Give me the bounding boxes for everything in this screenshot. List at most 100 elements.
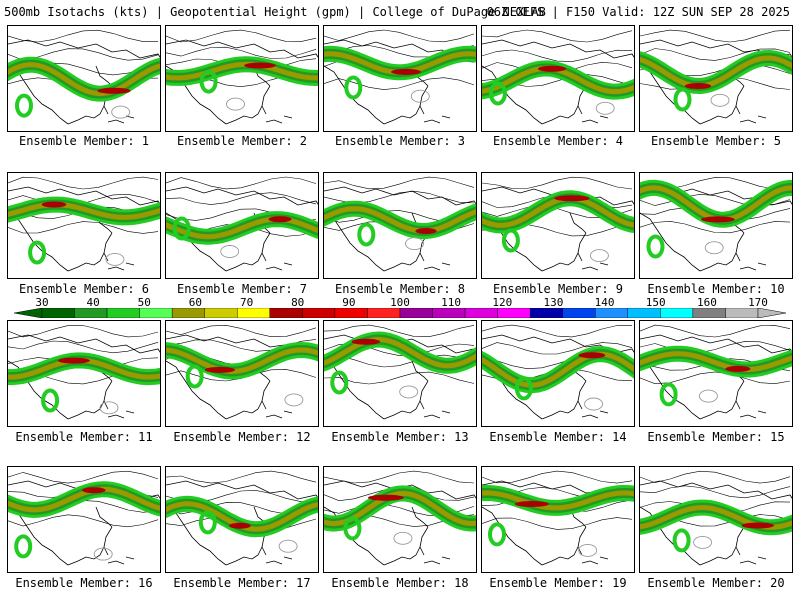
- colorbar-tick-label: 80: [291, 296, 305, 309]
- jet-max-core: [391, 68, 421, 75]
- member-caption: Ensemble Member: 14: [489, 430, 627, 444]
- gray-contour: [405, 237, 424, 251]
- colorbar-swatch: [367, 308, 401, 318]
- gray-contour: [410, 89, 430, 103]
- colorbar-swatch: [171, 308, 205, 318]
- coastline: [482, 480, 634, 566]
- member-caption: Ensemble Member: 10: [647, 282, 785, 296]
- gray-contour: [93, 547, 113, 561]
- ensemble-member-panel: [165, 172, 319, 279]
- height-contour: [482, 470, 633, 484]
- member-caption: Ensemble Member: 15: [647, 430, 785, 444]
- coastline: [324, 480, 476, 566]
- gray-contour: [393, 531, 413, 545]
- jet-max-core: [41, 201, 67, 208]
- colorbar-tick-label: 40: [86, 296, 100, 309]
- product-title: 500mb Isotachs (kts) | Geopotential Heig…: [4, 5, 546, 19]
- isotach-band: [172, 216, 191, 241]
- ensemble-member-panel: [481, 320, 635, 427]
- colorbar-tick-label: 140: [594, 296, 615, 309]
- coastline: [8, 186, 160, 272]
- colorbar-swatch: [562, 308, 596, 318]
- isotach-band: [199, 69, 218, 94]
- coastline: [8, 334, 160, 420]
- gray-contour: [584, 397, 604, 411]
- isotach-band: [324, 337, 476, 369]
- isotach-band: [324, 206, 476, 234]
- jet-max-core: [229, 522, 251, 529]
- isotach-band: [8, 62, 160, 97]
- map-panel: [482, 470, 634, 566]
- isotach-band: [344, 75, 363, 100]
- jet-max-core: [82, 487, 106, 494]
- isotach-band: [198, 510, 217, 535]
- gray-contour: [399, 385, 419, 399]
- isotach-band: [28, 240, 47, 265]
- colorbar-swatch: [595, 308, 628, 318]
- isotach-band: [185, 364, 204, 389]
- height-contour: [8, 325, 159, 338]
- ensemble-member-panel: [165, 466, 319, 573]
- coastline: [640, 39, 792, 125]
- member-caption: Ensemble Member: 8: [334, 282, 466, 296]
- member-caption: Ensemble Member: 6: [18, 282, 150, 296]
- map-panel: [166, 470, 318, 566]
- map-panel: [8, 176, 160, 272]
- member-caption: Ensemble Member: 3: [334, 134, 466, 148]
- map-panel: [8, 470, 160, 566]
- gray-contour: [589, 249, 609, 263]
- ensemble-member-panel: [481, 466, 635, 573]
- height-contour: [324, 190, 475, 204]
- gray-contour: [595, 101, 615, 115]
- map-panel: [324, 29, 476, 125]
- ensemble-member-panel: [165, 25, 319, 132]
- isotach-band: [357, 222, 376, 247]
- height-contour: [8, 340, 159, 354]
- ensemble-member-panel: [481, 25, 635, 132]
- jet-max-core: [97, 87, 131, 94]
- colorbar-swatch: [660, 308, 694, 318]
- colorbar-tick-label: 30: [35, 296, 49, 309]
- jet-max-core: [351, 338, 381, 345]
- run-info: 06Z GEFS | F150 Valid: 12Z SUN SEP 28 20…: [486, 5, 790, 19]
- isotach-band: [659, 382, 678, 407]
- colorbar-labels: 30 40 50 60 70 80 90 100 110 120 130 140 150 160 170: [0, 297, 800, 309]
- height-contour: [8, 221, 159, 234]
- height-contour: [8, 29, 159, 43]
- colorbar-swatch: [41, 308, 75, 318]
- height-contour: [324, 176, 475, 190]
- map-panel: [482, 324, 634, 420]
- jet-max-core: [725, 365, 751, 372]
- gray-contour: [704, 241, 724, 255]
- height-contour: [482, 176, 633, 190]
- gray-contour: [220, 245, 240, 258]
- member-caption: Ensemble Member: 17: [173, 576, 311, 590]
- map-panel: [640, 324, 792, 420]
- member-caption: Ensemble Member: 1: [18, 134, 150, 148]
- colorbar-swatch: [74, 308, 108, 318]
- height-contour: [640, 29, 791, 43]
- height-contour: [324, 470, 475, 484]
- ensemble-member-panel: [323, 172, 477, 279]
- member-caption: Ensemble Member: 7: [176, 282, 308, 296]
- coastline: [166, 480, 318, 566]
- colorbar-tick-label: 130: [543, 296, 564, 309]
- gray-contour: [693, 535, 713, 549]
- height-contour: [482, 29, 633, 43]
- isotach-band: [8, 486, 160, 513]
- height-contour: [8, 176, 159, 190]
- gray-contour: [578, 543, 598, 557]
- isotach-band: [501, 228, 520, 253]
- jet-max-core: [244, 62, 276, 69]
- colorbar-tick-label: 170: [748, 296, 768, 309]
- map-panel: [640, 470, 792, 566]
- height-contour: [8, 514, 159, 528]
- coastline: [166, 186, 318, 272]
- height-contour: [640, 485, 791, 499]
- gray-contour: [226, 97, 245, 111]
- isotach-band: [343, 516, 362, 541]
- ensemble-member-panel: [639, 320, 793, 427]
- gray-contour: [99, 401, 119, 415]
- coastline: [166, 334, 318, 420]
- isotach-band: [14, 534, 33, 559]
